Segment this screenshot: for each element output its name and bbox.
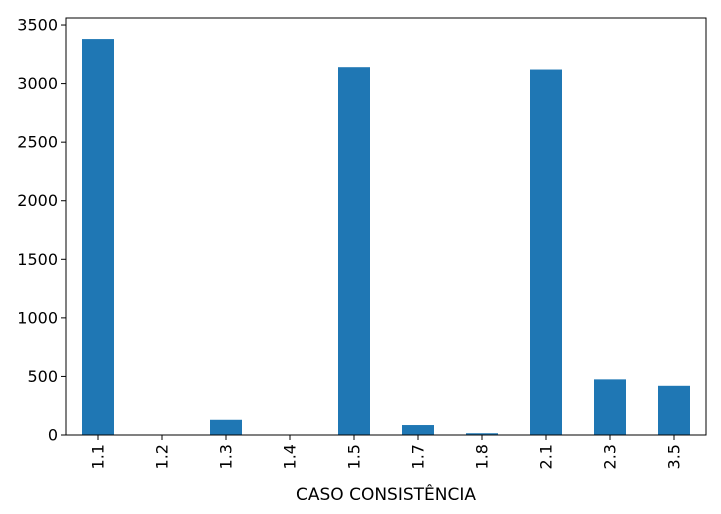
x-tick-label: 1.2 [153,444,172,469]
y-tick-label: 2000 [17,191,58,210]
x-tick-label: 1.1 [89,444,108,469]
plot-frame [65,17,707,436]
y-tick-label: 1000 [17,308,58,327]
x-tick-label: 1.4 [281,444,300,469]
x-tick-label: 1.5 [345,444,364,469]
bar-1.5 [338,67,370,435]
x-axis-label: CASO CONSISTÊNCIA [296,483,476,505]
bar-3.5 [658,385,690,435]
x-tick-label: 3.5 [665,444,684,469]
bar-1.3 [210,419,242,435]
y-tick-label: 3000 [17,74,58,93]
x-tick-label: 2.3 [601,444,620,469]
y-tick-label: 3500 [17,16,58,35]
x-tick-label: 2.1 [537,444,556,469]
bar-1.7 [402,425,434,435]
bar-2.3 [594,379,626,435]
bar-1.1 [82,39,114,435]
bar-2.1 [530,69,562,435]
x-tick-label: 1.7 [409,444,428,469]
y-tick-label: 500 [27,367,58,386]
bar-1.8 [466,433,498,435]
bars-group [82,39,690,435]
y-axis-ticks: 0 500 1000 1500 2000 2500 3000 3500 [17,16,66,445]
x-axis-ticks: 1.1 1.2 1.3 1.4 1.5 1.7 1.8 2.1 2.3 3.5 [89,435,684,469]
x-tick-label: 1.8 [473,444,492,469]
y-tick-label: 2500 [17,133,58,152]
y-tick-label: 1500 [17,250,58,269]
y-tick-label: 0 [48,426,58,445]
x-tick-label: 1.3 [217,444,236,469]
